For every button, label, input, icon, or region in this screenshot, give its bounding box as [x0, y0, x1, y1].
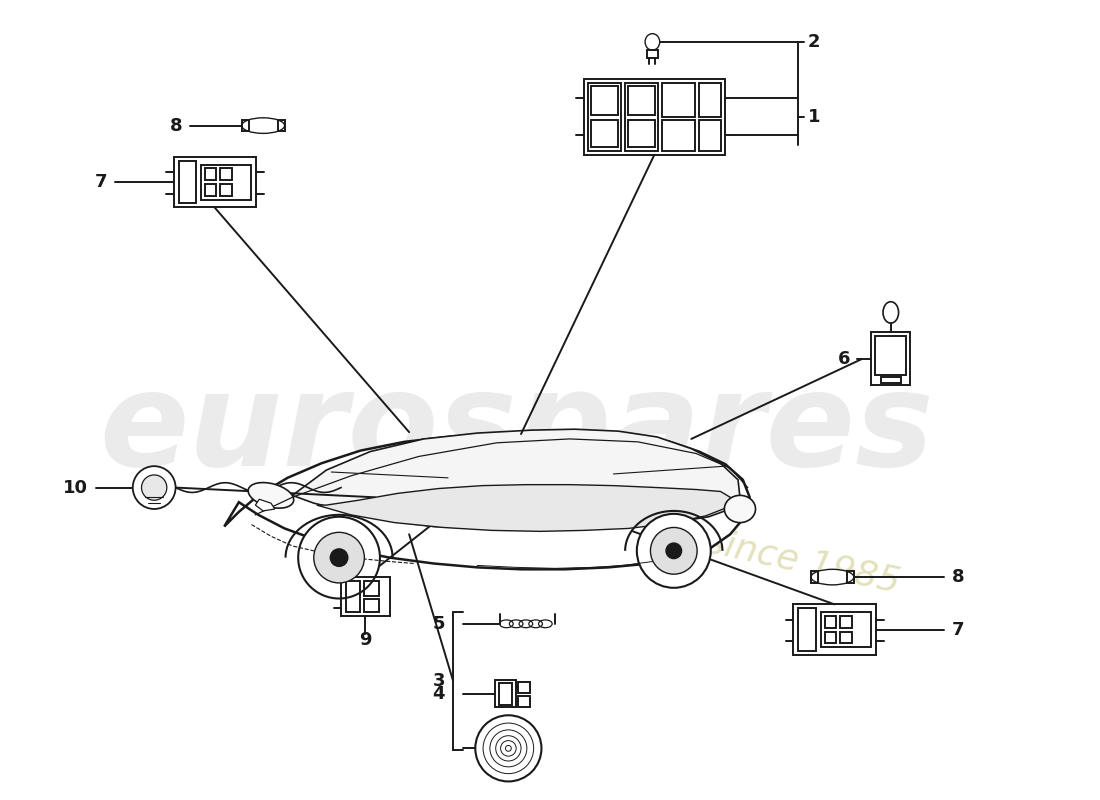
Text: a passion for parts since 1985: a passion for parts since 1985 [362, 453, 903, 600]
Ellipse shape [645, 34, 660, 50]
Bar [700, 120, 722, 151]
Bar [793, 604, 877, 655]
Bar [174, 157, 256, 207]
Bar [364, 581, 380, 595]
Bar [625, 82, 658, 151]
Text: 4: 4 [432, 685, 446, 703]
Bar [220, 169, 232, 180]
Bar [205, 184, 217, 196]
Text: 3: 3 [432, 672, 446, 690]
Polygon shape [293, 429, 740, 530]
Bar [662, 82, 695, 117]
Circle shape [314, 532, 364, 583]
Bar [799, 608, 816, 651]
Bar [825, 631, 836, 643]
Circle shape [475, 715, 541, 782]
Bar [518, 696, 530, 706]
Text: 5: 5 [432, 615, 446, 633]
Bar [341, 577, 389, 616]
Bar [584, 79, 725, 154]
Bar [364, 598, 380, 612]
Bar [821, 612, 871, 647]
Circle shape [142, 475, 167, 500]
Bar [647, 50, 658, 58]
Circle shape [650, 527, 697, 574]
Bar [201, 165, 252, 199]
Bar [628, 120, 656, 147]
Bar [278, 120, 285, 131]
Ellipse shape [242, 118, 285, 134]
Ellipse shape [811, 570, 854, 585]
Bar [220, 184, 232, 196]
Text: 2: 2 [808, 33, 821, 51]
Polygon shape [317, 485, 730, 531]
Bar [840, 616, 851, 628]
Polygon shape [224, 431, 750, 570]
Bar [518, 682, 530, 693]
Bar [700, 82, 722, 117]
Bar [881, 377, 901, 383]
Bar [591, 86, 618, 115]
Text: 8: 8 [169, 117, 183, 134]
Polygon shape [255, 499, 275, 511]
Bar [871, 332, 911, 386]
Text: 8: 8 [953, 568, 965, 586]
Circle shape [330, 549, 348, 566]
Bar [628, 86, 656, 115]
Bar [495, 680, 516, 707]
Text: 1: 1 [808, 108, 821, 126]
Ellipse shape [249, 482, 294, 508]
Bar [825, 616, 836, 628]
Bar [811, 571, 817, 583]
Circle shape [133, 466, 176, 509]
Bar [662, 120, 695, 151]
Bar [588, 82, 621, 151]
Bar [345, 581, 361, 612]
Text: 7: 7 [95, 173, 108, 191]
Ellipse shape [883, 302, 899, 323]
Text: 10: 10 [63, 478, 88, 497]
Bar [178, 161, 196, 203]
Bar [847, 571, 854, 583]
Circle shape [637, 514, 711, 588]
Text: 9: 9 [359, 631, 372, 650]
Text: eurospares: eurospares [99, 366, 934, 493]
Circle shape [666, 543, 682, 558]
Bar [876, 336, 906, 374]
Bar [242, 120, 249, 131]
Bar [498, 683, 513, 705]
Bar [591, 120, 618, 147]
Circle shape [298, 517, 380, 598]
Bar [205, 169, 217, 180]
Bar [840, 631, 851, 643]
Text: 7: 7 [953, 621, 965, 638]
Text: 6: 6 [837, 350, 850, 368]
Ellipse shape [725, 495, 756, 522]
